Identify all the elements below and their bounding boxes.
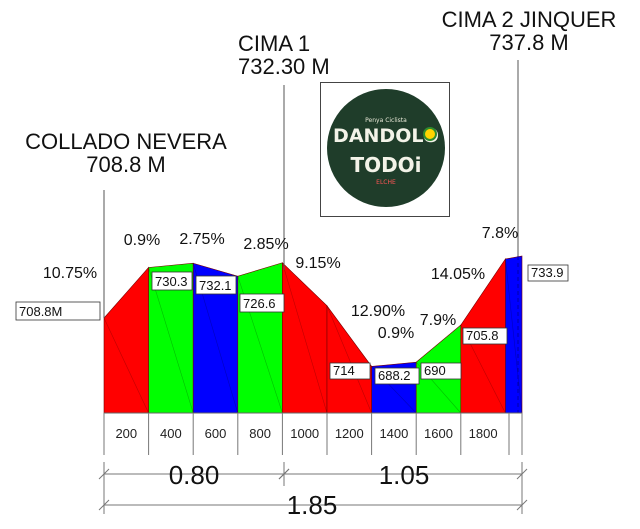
grade-label: 7.9% bbox=[420, 312, 456, 329]
elevation-label: 732.1 bbox=[199, 278, 232, 293]
elevation-label-box bbox=[239, 293, 285, 313]
elevation-label-box bbox=[151, 271, 193, 291]
elevation-label-box bbox=[420, 362, 462, 380]
logo-bottom-text: TODOi bbox=[350, 153, 422, 177]
elevation-label: 688.2 bbox=[378, 368, 411, 383]
elevation-label: 714 bbox=[333, 363, 355, 378]
hatch-line bbox=[148, 267, 194, 414]
elevation-label-box bbox=[195, 275, 237, 295]
peak-label-cima-2-jinquer: CIMA 2 JINQUER 737.8 M bbox=[424, 8, 634, 54]
elevation-label-box bbox=[374, 367, 420, 385]
dimension-lines: 0.80 1.05 1.85 bbox=[98, 460, 528, 520]
distance-axis: 200 400 600 800 1000 1200 1400 1600 1800 bbox=[103, 412, 523, 455]
hatch-line bbox=[103, 317, 149, 414]
peak-elevation: 737.8 M bbox=[489, 30, 569, 56]
elevation-label: 708.8M bbox=[19, 304, 62, 319]
logo-tagline: Penya Ciclista bbox=[365, 117, 407, 124]
logo-top-text: DANDOLO bbox=[333, 125, 439, 147]
tick-label: 1000 bbox=[290, 426, 319, 441]
distance-first-segment: 0.80 bbox=[169, 460, 220, 490]
ball-icon bbox=[423, 127, 437, 141]
peak-name: CIMA 1 bbox=[238, 31, 311, 56]
tick-label: 1800 bbox=[469, 426, 498, 441]
logo-side-mark: ELCHE bbox=[376, 179, 396, 186]
elevation-label: 705.8 bbox=[466, 328, 499, 343]
distance-total: 1.85 bbox=[287, 490, 338, 520]
elevation-label: 726.6 bbox=[243, 296, 276, 311]
grade-label: 14.05% bbox=[431, 266, 485, 283]
tick-label: 1400 bbox=[379, 426, 408, 441]
elevation-label: 733.9 bbox=[531, 265, 564, 280]
peak-name: CIMA 2 JINQUER bbox=[441, 7, 617, 32]
tick-label: 800 bbox=[249, 426, 271, 441]
tick-label: 400 bbox=[160, 426, 182, 441]
hatch-line bbox=[505, 258, 523, 414]
hatch-line bbox=[282, 262, 328, 414]
elevation-label-box bbox=[329, 362, 371, 380]
vertical-guide-lines bbox=[103, 60, 519, 413]
grade-label: 12.90% bbox=[351, 303, 405, 320]
tick-label: 1200 bbox=[335, 426, 364, 441]
grade-labels: 10.75% 0.9% 2.75% 2.85% 9.15% 12.90% 0.9% 7.9% 1… bbox=[43, 225, 518, 342]
grade-label: 2.85% bbox=[243, 236, 288, 253]
club-logo: Penya Ciclista DANDOLO TODOi ELCHE bbox=[320, 82, 450, 217]
peak-elevation: 708.8 M bbox=[86, 152, 166, 178]
grade-label: 10.75% bbox=[43, 265, 97, 282]
hatch-line bbox=[326, 305, 372, 414]
elevation-label-box bbox=[462, 327, 508, 345]
tick-label: 600 bbox=[205, 426, 227, 441]
peak-label-collado-nevera: COLLADO NEVERA 708.8 M bbox=[10, 130, 242, 176]
grade-label: 7.8% bbox=[482, 225, 518, 242]
grade-label: 9.15% bbox=[295, 255, 340, 272]
distance-second-segment: 1.05 bbox=[379, 460, 430, 490]
grade-label: 2.75% bbox=[179, 231, 224, 248]
peak-name: COLLADO NEVERA bbox=[25, 129, 227, 154]
profile-segment bbox=[237, 262, 283, 414]
elevation-label-box bbox=[527, 264, 569, 282]
logo-emblem: Penya Ciclista DANDOLO TODOi ELCHE bbox=[327, 89, 445, 207]
grade-label: 0.9% bbox=[378, 325, 414, 342]
peak-label-cima-1: CIMA 1 732.30 M bbox=[238, 32, 350, 78]
grade-label: 0.9% bbox=[124, 232, 160, 249]
tick-label: 200 bbox=[115, 426, 137, 441]
tick-label: 1600 bbox=[424, 426, 453, 441]
elevation-labels: 708.8M 730.3 732.1 726.6 714 688.2 690 705.8 733… bbox=[15, 264, 569, 385]
elevation-label: 730.3 bbox=[155, 274, 188, 289]
elevation-label-box bbox=[15, 301, 101, 321]
profile-segment bbox=[103, 266, 149, 414]
peak-elevation: 732.30 M bbox=[238, 54, 330, 80]
elevation-label: 690 bbox=[424, 363, 446, 378]
